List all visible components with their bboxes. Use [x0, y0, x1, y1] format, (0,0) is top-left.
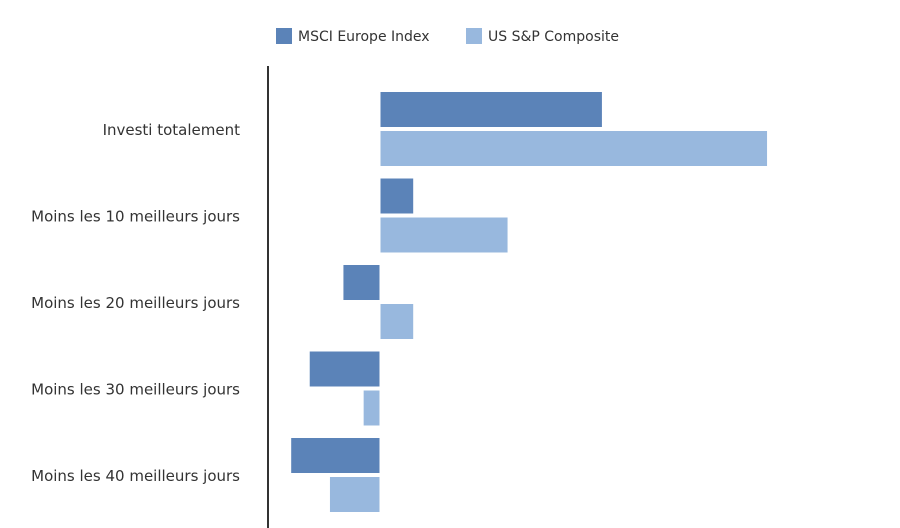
legend-swatch-2: [466, 28, 482, 44]
category-label-3: Moins les 20 meilleurs jours: [31, 294, 240, 312]
bar-sp-3: [379, 303, 415, 340]
bar-sp-5: [328, 476, 381, 513]
bar-msci-5: [290, 437, 381, 474]
category-label-5: Moins les 40 meilleurs jours: [31, 467, 240, 485]
category-labels: Investi totalement Moins les 10 meilleurs…: [31, 121, 240, 485]
bar-msci-4: [308, 350, 381, 388]
bar-sp-2: [379, 216, 509, 254]
legend: MSCI Europe Index US S&P Composite: [276, 28, 619, 45]
legend-label-1: MSCI Europe Index: [298, 29, 430, 45]
category-label-2: Moins les 10 meilleurs jours: [31, 208, 240, 226]
bars: [290, 91, 769, 513]
bar-msci-1: [379, 91, 603, 128]
category-label-4: Moins les 30 meilleurs jours: [31, 381, 240, 399]
bar-sp-1: [379, 130, 769, 167]
category-label-1: Investi totalement: [103, 121, 241, 139]
legend-label-2: US S&P Composite: [488, 29, 619, 45]
legend-swatch-1: [276, 28, 292, 44]
bar-msci-3: [342, 264, 381, 301]
bar-msci-2: [379, 177, 415, 215]
bar-sp-4: [362, 389, 381, 427]
